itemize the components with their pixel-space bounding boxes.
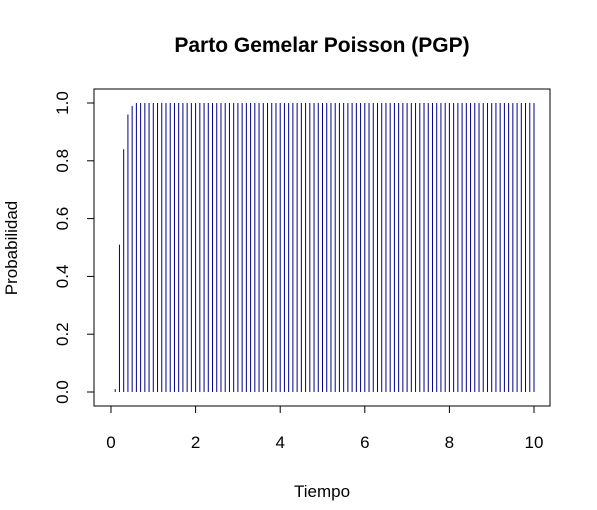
spike-series — [114, 103, 535, 392]
chart-title: Parto Gemelar Poisson (PGP) — [174, 34, 469, 57]
y-tick-label-4: 0.8 — [53, 149, 72, 173]
y-tick-label-1: 0.2 — [53, 322, 72, 346]
x-tick-label-1: 2 — [191, 433, 200, 452]
y-axis: 0.0 0.2 0.4 0.6 0.8 1.0 — [53, 91, 95, 404]
y-tick-label-5: 1.0 — [53, 91, 72, 115]
y-axis-title: Probabilidad — [2, 201, 21, 296]
x-tick-label-5: 10 — [525, 433, 544, 452]
x-axis: 0 2 4 6 8 10 — [106, 405, 544, 452]
x-tick-label-3: 6 — [360, 433, 369, 452]
y-tick-label-2: 0.4 — [53, 265, 72, 289]
x-tick-label-4: 8 — [445, 433, 454, 452]
x-axis-title: Tiempo — [294, 482, 350, 501]
x-tick-label-0: 0 — [106, 433, 115, 452]
y-tick-label-0: 0.0 — [53, 380, 72, 404]
x-tick-label-2: 4 — [275, 433, 284, 452]
y-tick-label-3: 0.6 — [53, 207, 72, 231]
